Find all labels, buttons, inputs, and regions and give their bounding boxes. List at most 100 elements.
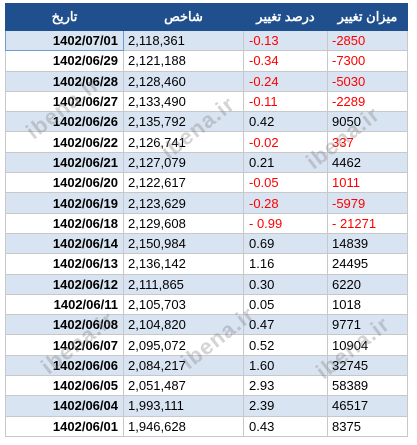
percent-change-cell: 0.52: [243, 334, 328, 356]
percent-change-cell: -0.24: [243, 70, 328, 92]
percent-change-cell: 2.93: [243, 375, 328, 397]
index-cell: 2,051,487: [123, 375, 244, 397]
index-cell: 2,150,984: [123, 232, 244, 255]
percent-change-cell: -0.34: [243, 50, 328, 72]
percent-change-cell: 0.42: [243, 111, 328, 133]
table-row: 1402/06/26 2,135,792 0.42 9050: [5, 111, 408, 133]
date-cell: 1402/07/01: [5, 29, 124, 52]
table-row: 1402/06/11 2,105,703 0.05 1018: [5, 293, 408, 316]
table-row: 1402/06/14 2,150,984 0.69 14839: [5, 232, 408, 255]
date-cell: 1402/06/19: [5, 192, 124, 214]
percent-change-cell: 2.39: [243, 395, 328, 417]
table-row: 1402/06/29 2,121,188 -0.34 -7300: [5, 50, 408, 72]
date-cell: 1402/06/26: [5, 111, 124, 133]
index-cell: 2,111,865: [123, 273, 244, 295]
value-change-cell: 6220: [327, 273, 408, 295]
value-change-cell: -5979: [327, 192, 408, 214]
date-cell: 1402/06/29: [5, 50, 124, 72]
percent-change-cell: -0.28: [243, 192, 328, 214]
percent-change-cell: 1.60: [243, 354, 328, 377]
date-cell: 1402/06/22: [5, 131, 124, 153]
value-change-cell: 14839: [327, 232, 408, 255]
index-cell: 2,133,490: [123, 90, 244, 113]
index-cell: 2,084,217: [123, 354, 244, 377]
index-cell: 2,127,079: [123, 151, 244, 174]
value-change-cell: 1011: [327, 172, 408, 194]
value-change-cell: 24495: [327, 253, 408, 275]
index-cell: 2,095,072: [123, 334, 244, 356]
index-cell: 2,122,617: [123, 172, 244, 194]
date-cell: 1402/06/08: [5, 314, 124, 336]
table-row: 1402/06/19 2,123,629 -0.28 -5979: [5, 192, 408, 214]
table-row: 1402/06/18 2,129,608- 0.99- 21271: [5, 212, 408, 234]
table-row: 1402/06/27 2,133,490 -0.11 -2289: [5, 90, 408, 113]
table-row: 1402/06/21 2,127,079 0.21 4462: [5, 151, 408, 174]
percent-change-cell: -0.13: [243, 29, 328, 52]
percent-change-cell: 0.43: [243, 415, 328, 437]
table-body: 1402/07/01 2,118,361 -0.13 -2850 1402/06/29 2…: [5, 29, 408, 437]
date-cell: 1402/06/11: [5, 293, 124, 316]
percent-change-cell: -0.11: [243, 90, 328, 113]
index-cell: 2,121,188: [123, 50, 244, 72]
date-cell: 1402/06/06: [5, 354, 124, 377]
percent-change-cell: 0.21: [243, 151, 328, 174]
header-percent-change[interactable]: درصد تغییر: [243, 3, 328, 31]
date-cell: 1402/06/20: [5, 172, 124, 194]
table-row: 1402/06/07 2,095,072 0.52 10904: [5, 334, 408, 356]
market-index-table: تاریخ شاخص درصد تغییر میزان تغییر 1402/0…: [5, 3, 408, 437]
table-row: 1402/06/01 1,946,628 0.43 8375: [5, 415, 408, 437]
table-row: 1402/06/12 2,111,865 0.30 6220: [5, 273, 408, 295]
value-change-cell: 4462: [327, 151, 408, 174]
index-cell: 2,123,629: [123, 192, 244, 214]
table-row: 1402/06/05 2,051,487 2.93 58389: [5, 375, 408, 397]
value-change-cell: -5030: [327, 70, 408, 92]
table-row: 1402/06/08 2,104,820 0.47 9771: [5, 314, 408, 336]
index-cell: 2,128,460: [123, 70, 244, 92]
percent-change-cell: 0.47: [243, 314, 328, 336]
index-cell: 1,993,111: [123, 395, 244, 417]
value-change-cell: 9771: [327, 314, 408, 336]
table-row: 1402/06/13 2,136,142 1.16 24495: [5, 253, 408, 275]
percent-change-cell: - 0.99: [243, 212, 328, 234]
table-row: 1402/06/28 2,128,460 -0.24 -5030: [5, 70, 408, 92]
percent-change-cell: 1.16: [243, 253, 328, 275]
date-cell: 1402/06/13: [5, 253, 124, 275]
percent-change-cell: -0.02: [243, 131, 328, 153]
value-change-cell: 32745: [327, 354, 408, 377]
table-row: 1402/06/06 2,084,217 1.60 32745: [5, 354, 408, 377]
table-row: 1402/06/22 2,126,741 -0.02 337: [5, 131, 408, 153]
index-cell: 2,118,361: [123, 29, 244, 52]
percent-change-cell: 0.30: [243, 273, 328, 295]
index-cell: 2,126,741: [123, 131, 244, 153]
index-cell: 2,136,142: [123, 253, 244, 275]
percent-change-cell: 0.69: [243, 232, 328, 255]
value-change-cell: -7300: [327, 50, 408, 72]
date-cell: 1402/06/04: [5, 395, 124, 417]
header-date[interactable]: تاریخ: [5, 3, 124, 31]
value-change-cell: 8375: [327, 415, 408, 437]
table-row: 1402/06/20 2,122,617 -0.05 1011: [5, 172, 408, 194]
index-cell: 1,946,628: [123, 415, 244, 437]
value-change-cell: - 21271: [327, 212, 408, 234]
percent-change-cell: -0.05: [243, 172, 328, 194]
date-cell: 1402/06/14: [5, 232, 124, 255]
value-change-cell: -2289: [327, 90, 408, 113]
index-cell: 2,105,703: [123, 293, 244, 316]
header-index[interactable]: شاخص: [123, 3, 244, 31]
index-cell: 2,129,608: [123, 212, 244, 234]
index-cell: 2,104,820: [123, 314, 244, 336]
date-cell: 1402/06/07: [5, 334, 124, 356]
value-change-cell: 1018: [327, 293, 408, 316]
value-change-cell: 10904: [327, 334, 408, 356]
table-header-row: تاریخ شاخص درصد تغییر میزان تغییر: [5, 3, 408, 31]
date-cell: 1402/06/18: [5, 212, 124, 234]
header-value-change[interactable]: میزان تغییر: [327, 3, 408, 31]
table-row: 1402/07/01 2,118,361 -0.13 -2850: [5, 29, 408, 52]
percent-change-cell: 0.05: [243, 293, 328, 316]
market-index-table-container: تاریخ شاخص درصد تغییر میزان تغییر 1402/0…: [5, 3, 408, 437]
date-cell: 1402/06/05: [5, 375, 124, 397]
value-change-cell: 337: [327, 131, 408, 153]
value-change-cell: 46517: [327, 395, 408, 417]
value-change-cell: -2850: [327, 29, 408, 52]
date-cell: 1402/06/21: [5, 151, 124, 174]
